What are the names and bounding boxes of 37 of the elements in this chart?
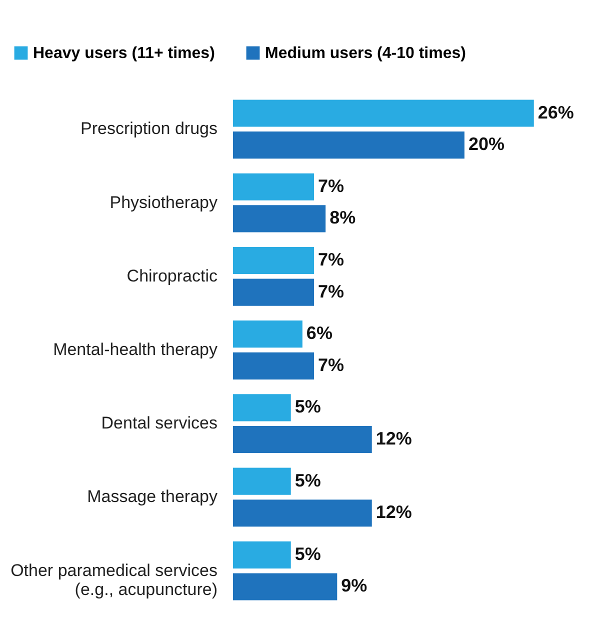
data-label: 20% (468, 134, 504, 154)
bar (233, 541, 291, 568)
data-label: 6% (306, 323, 332, 344)
legend-label: Heavy users (11+ times) (33, 45, 215, 62)
data-label: 7% (318, 176, 344, 196)
bar (233, 500, 372, 527)
bar (233, 352, 314, 380)
bar (233, 468, 291, 495)
data-label: 9% (341, 576, 368, 596)
bar (233, 100, 534, 127)
data-label: 12% (376, 428, 412, 449)
data-label: 26% (538, 102, 574, 122)
y-tick-label: Dental services (101, 414, 218, 433)
y-tick-label: Chiropractic (126, 266, 218, 286)
bar (233, 320, 302, 348)
bar (233, 426, 372, 454)
y-tick-label: Prescription drugs (80, 119, 218, 138)
bar (233, 394, 291, 422)
data-label: 12% (376, 502, 412, 522)
bar (233, 205, 326, 232)
y-tick-label: Physiotherapy (110, 192, 218, 212)
legend-label: Medium users (4-10 times) (265, 45, 466, 62)
y-tick-label: Mental-health therapy (53, 340, 218, 359)
bar (233, 246, 314, 274)
data-label: 7% (318, 281, 344, 302)
y-tick-label: Other paramedical services (e.g., acupuncture) (10, 560, 218, 599)
data-label: 7% (318, 249, 344, 270)
bar (233, 173, 314, 200)
data-label: 5% (294, 544, 321, 564)
data-label: 5% (294, 470, 321, 490)
bar (233, 573, 338, 600)
bar (233, 132, 464, 159)
data-label: 5% (294, 396, 321, 417)
data-label: 8% (330, 208, 356, 228)
bar (233, 278, 314, 306)
data-label: 7% (318, 354, 344, 375)
y-tick-label: Massage therapy (87, 487, 218, 506)
